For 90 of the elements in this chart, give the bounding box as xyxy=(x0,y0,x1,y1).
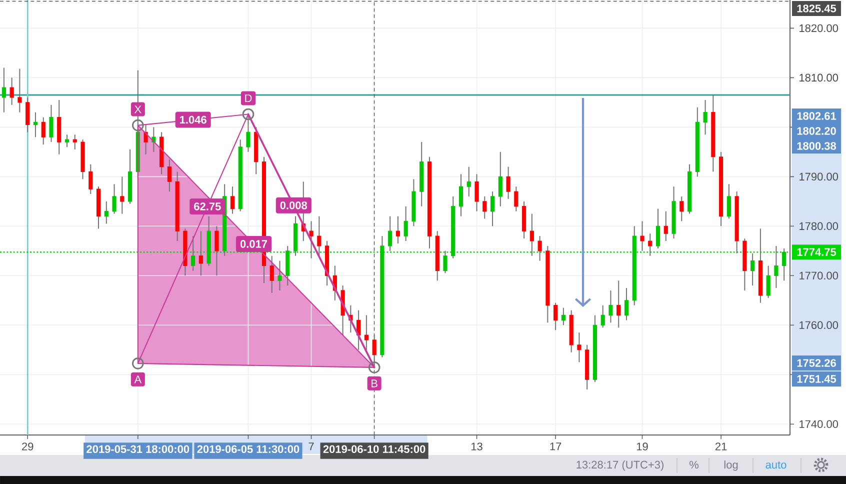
candlestick xyxy=(214,226,219,276)
candlestick xyxy=(120,176,124,214)
candlestick xyxy=(104,200,108,224)
y-tick-label: 1810.00 xyxy=(800,74,838,82)
candlestick xyxy=(490,191,495,227)
annotation: D xyxy=(245,94,252,102)
candlestick xyxy=(33,112,38,138)
text: 1800.38 xyxy=(797,142,836,150)
candlestick xyxy=(514,186,518,212)
candlestick xyxy=(766,265,770,298)
candlestick xyxy=(167,158,172,192)
candlestick xyxy=(2,67,6,113)
candlestick xyxy=(72,134,77,150)
y-tick-label: 1790.00 xyxy=(800,172,838,181)
candlestick xyxy=(474,174,479,212)
candlestick xyxy=(577,332,582,363)
candlestick xyxy=(18,68,22,113)
candlestick xyxy=(458,174,464,217)
candlestick xyxy=(198,230,203,276)
candlestick xyxy=(482,196,487,220)
candlestick xyxy=(554,302,558,331)
y-tick-label: 1740.00 xyxy=(800,420,838,428)
y-tick-label: 1780.00 xyxy=(800,222,838,230)
x-tick-label: 2019-05-31 18:00:00 xyxy=(86,445,190,454)
candlestick xyxy=(608,290,613,324)
y-tick-label: 1820.00 xyxy=(800,24,838,32)
candlestick xyxy=(640,220,644,252)
x-tick-label: 13 xyxy=(471,442,482,450)
candlestick xyxy=(49,104,54,143)
ref-line-label: 1774.75 xyxy=(797,248,836,256)
candlestick xyxy=(664,210,668,242)
x-tick-label: 17 xyxy=(550,442,562,450)
candlestick xyxy=(726,184,731,220)
candlestick xyxy=(782,248,786,282)
text: 13:28:17 (UTC+3) xyxy=(576,460,664,471)
annotation: 62.75 xyxy=(194,202,221,210)
candlestick xyxy=(600,304,605,328)
text: log xyxy=(724,460,738,471)
candlestick xyxy=(443,250,448,274)
annotation: A xyxy=(134,376,142,384)
x-tick-label: 29 xyxy=(22,442,34,450)
x-tick-label: 2019-06-05 11:30:00 xyxy=(197,445,300,454)
candlestick xyxy=(774,245,778,289)
candlestick xyxy=(41,116,46,145)
x-tick-label: 19 xyxy=(636,442,648,450)
candlestick xyxy=(656,208,660,249)
x-tick-label: 7 xyxy=(308,442,314,450)
candlestick xyxy=(88,164,93,194)
candlestick xyxy=(538,236,542,262)
candlestick xyxy=(278,260,282,291)
text: 1752.26 xyxy=(797,359,836,367)
candlestick xyxy=(624,288,629,321)
annotation: 1.046 xyxy=(180,116,206,124)
candlestick xyxy=(191,236,196,272)
text: 1802.20 xyxy=(797,127,836,135)
candlestick xyxy=(396,216,400,244)
candlestick xyxy=(466,166,471,197)
candlestick xyxy=(26,96,30,133)
y-tick-label: 1770.00 xyxy=(800,272,838,280)
candlestick xyxy=(112,184,116,214)
candlestick xyxy=(270,255,274,294)
candlestick xyxy=(750,252,755,286)
candlestick xyxy=(317,216,322,256)
candlestick xyxy=(388,216,392,252)
ref-line-label: 1825.45 xyxy=(797,4,836,12)
x-tick-label: 2019-06-10 11:45:00 xyxy=(323,445,426,454)
candlestick xyxy=(364,314,368,350)
candlestick xyxy=(530,213,534,256)
candlestick xyxy=(10,77,14,106)
annotation: B xyxy=(372,380,378,388)
text: 1751.45 xyxy=(797,375,836,383)
candlestick xyxy=(498,151,502,207)
candlestick xyxy=(64,134,70,148)
annotation: 0.008 xyxy=(280,202,308,210)
candlestick xyxy=(309,220,314,259)
text: % xyxy=(690,460,698,469)
y-tick-label: 1760.00 xyxy=(800,321,838,330)
candlestick xyxy=(506,166,510,200)
candlestick xyxy=(703,99,708,136)
annotation: X xyxy=(134,106,142,114)
candlestick xyxy=(616,280,621,328)
annotation: 0.017 xyxy=(240,240,268,248)
candlestick xyxy=(648,233,652,256)
candlestick xyxy=(680,196,684,222)
text: 1802.61 xyxy=(797,112,836,120)
text: auto xyxy=(766,461,786,469)
candlestick xyxy=(561,307,566,326)
candlestick xyxy=(404,206,408,242)
x-tick-label: 21 xyxy=(715,442,727,450)
candlestick xyxy=(230,186,235,214)
